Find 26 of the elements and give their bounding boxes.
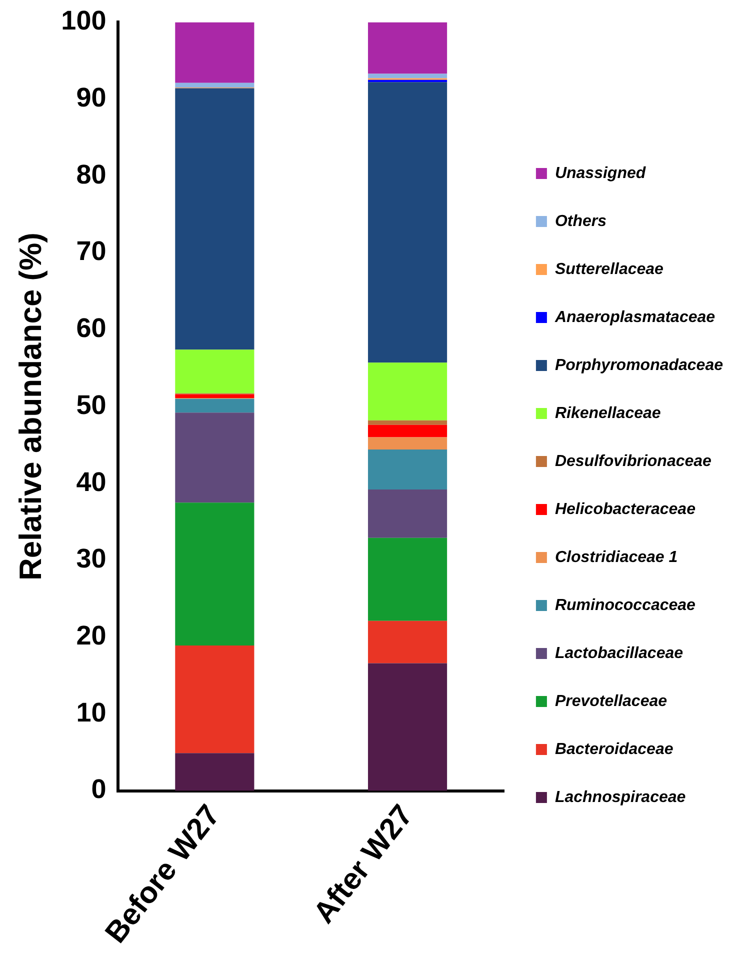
y-tick-label: 10 (76, 697, 106, 728)
y-tick-label: 50 (76, 390, 106, 420)
y-tick-label: 100 (61, 6, 106, 36)
y-tick-label: 20 (76, 620, 106, 651)
y-tick-label: 30 (76, 544, 106, 574)
y-axis-title: Relative abundance (%) (13, 232, 48, 580)
y-tick-label: 60 (76, 313, 106, 344)
legend-label: Unassigned (554, 164, 647, 182)
legend-label: Desulfovibrionaceae (554, 452, 712, 470)
y-tick-label: 90 (76, 82, 106, 113)
legend-label: Clostridiaceae 1 (554, 548, 678, 566)
legend-label: Bacteroidaceae (554, 740, 674, 758)
legend-label: Porphyromonadaceae (554, 356, 724, 374)
legend-label: Ruminococcaceae (554, 596, 696, 614)
legend-label: Rikenellaceae (554, 404, 661, 422)
legend-label: Prevotellaceae (554, 692, 668, 710)
y-tick-label: 80 (76, 159, 106, 190)
y-tick-label: 70 (76, 236, 106, 266)
legend-label: Others (554, 212, 607, 230)
y-tick-label: 40 (76, 466, 106, 497)
legend-label: Lachnospiraceae (554, 788, 686, 806)
legend-label: Lactobacillaceae (554, 644, 684, 662)
legend-label: Helicobacteraceae (554, 500, 696, 518)
legend-label: Anaeroplasmataceae (554, 308, 716, 326)
legend-label: Sutterellaceae (554, 260, 664, 278)
y-tick-label: 0 (91, 774, 106, 804)
